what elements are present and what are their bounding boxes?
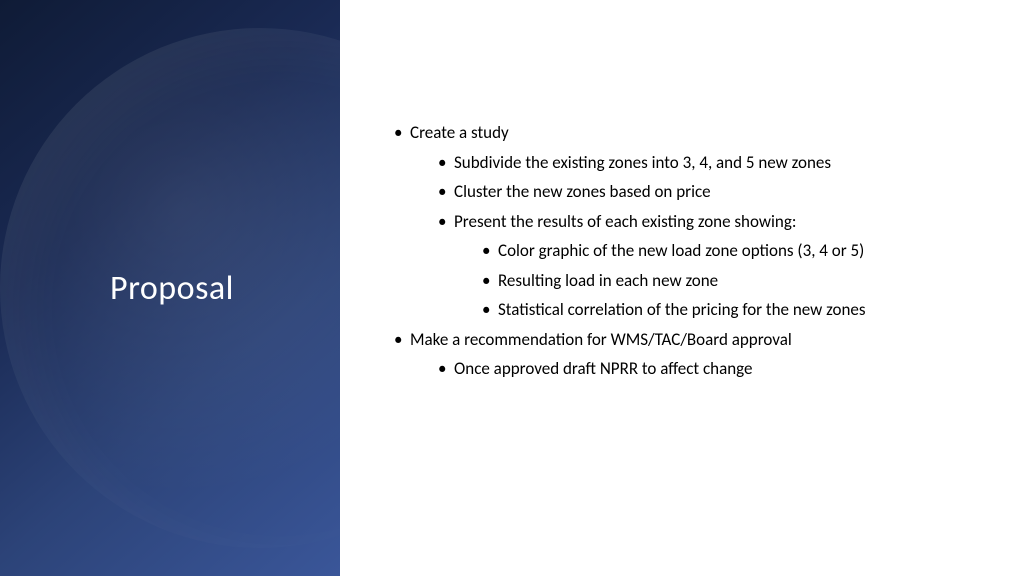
list-item: Resulting load in each new zone <box>478 268 984 294</box>
list-item: Create a study Subdivide the existing zo… <box>390 120 984 323</box>
list-item: Present the results of each existing zon… <box>434 209 984 323</box>
bullet-text: Make a recommendation for WMS/TAC/Board … <box>410 329 792 350</box>
bullet-text: Once approved draft NPRR to affect chang… <box>454 358 752 379</box>
list-item: Subdivide the existing zones into 3, 4, … <box>434 150 984 176</box>
bullet-text: Create a study <box>410 122 509 143</box>
slide: Proposal Create a study Subdivide the ex… <box>0 0 1024 576</box>
title-panel: Proposal <box>0 0 340 576</box>
list-item: Cluster the new zones based on price <box>434 179 984 205</box>
bullet-text: Subdivide the existing zones into 3, 4, … <box>454 152 831 173</box>
bullet-list: Create a study Subdivide the existing zo… <box>390 120 984 382</box>
content-panel: Create a study Subdivide the existing zo… <box>340 0 1024 576</box>
list-item: Statistical correlation of the pricing f… <box>478 297 984 323</box>
bullet-text: Color graphic of the new load zone optio… <box>498 240 864 261</box>
bullet-text: Statistical correlation of the pricing f… <box>498 299 866 320</box>
list-item: Once approved draft NPRR to affect chang… <box>434 356 984 382</box>
bullet-text: Present the results of each existing zon… <box>454 211 796 232</box>
list-item: Make a recommendation for WMS/TAC/Board … <box>390 327 984 382</box>
bullet-text: Resulting load in each new zone <box>498 270 718 291</box>
bullet-text: Cluster the new zones based on price <box>454 181 711 202</box>
list-item: Color graphic of the new load zone optio… <box>478 238 984 264</box>
slide-title: Proposal <box>110 268 234 309</box>
